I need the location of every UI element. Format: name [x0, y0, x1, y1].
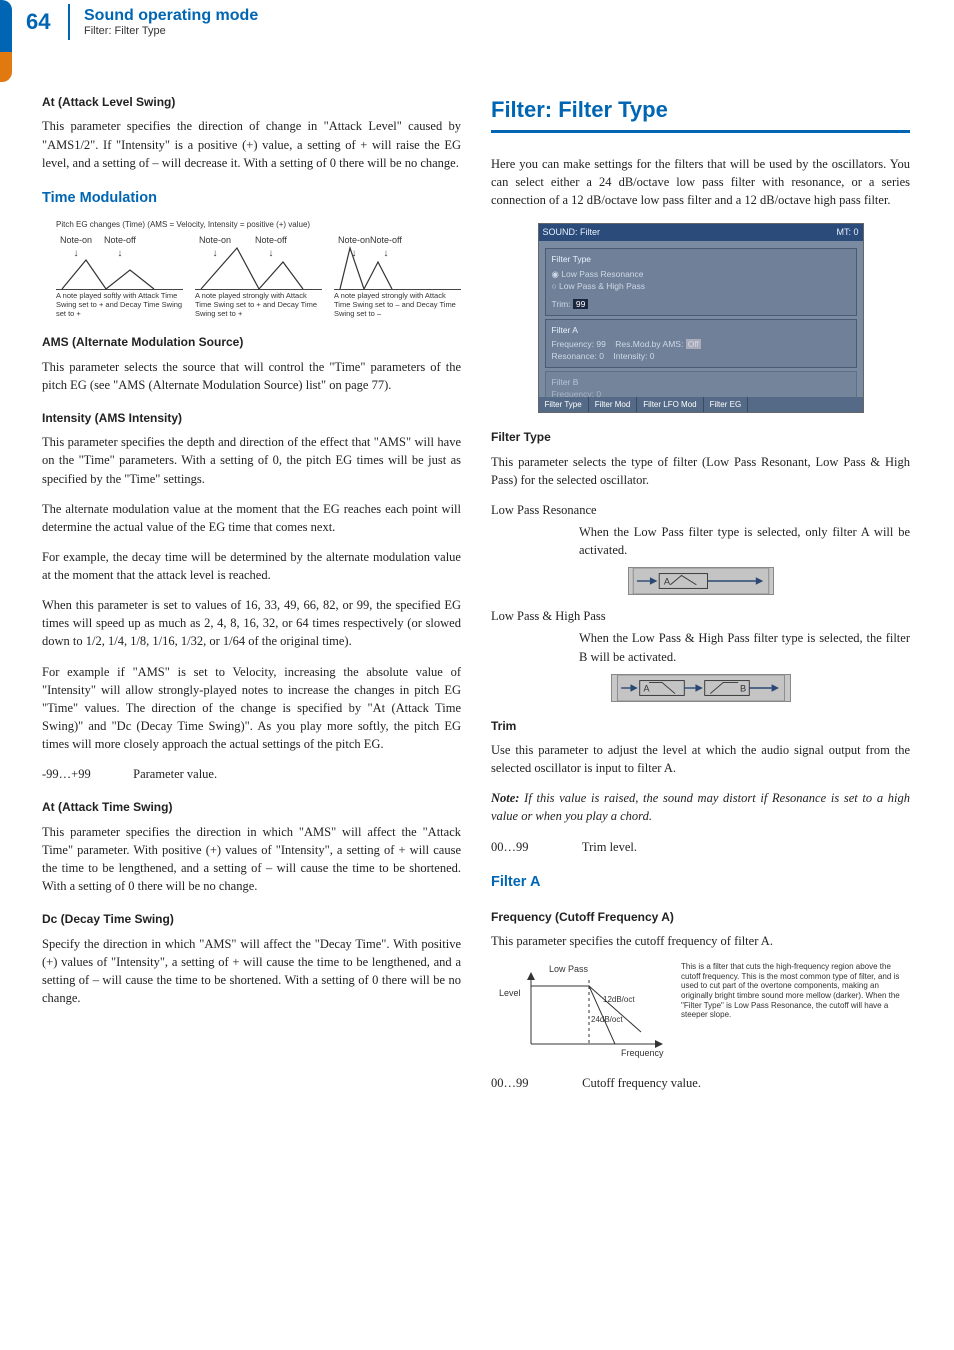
freq-range-label: Cutoff frequency value. — [582, 1076, 701, 1090]
shot-trim-label: Trim: — [552, 299, 571, 309]
section-title: Filter: Filter Type — [491, 94, 910, 126]
shot-trim-value: 99 — [573, 299, 588, 309]
trim-body: Use this parameter to adjust the level a… — [491, 741, 910, 777]
at-time-body: This parameter specifies the direction i… — [42, 823, 461, 896]
intensity-range-row: -99…+99 Parameter value. — [42, 765, 461, 783]
svg-text:A: A — [663, 577, 670, 587]
shot-group-type-title: Filter Type — [552, 253, 850, 265]
shot-title-right: MT: 0 — [836, 226, 858, 239]
env-caption-1: A note played softly with Attack Time Sw… — [56, 292, 183, 318]
env-caption-2: A note played strongly with Attack Time … — [195, 292, 322, 318]
shot-group-b-title: Filter B — [552, 376, 850, 388]
lp-res-desc: When the Low Pass filter type is selecte… — [579, 523, 910, 559]
lphp-label: Low Pass & High Pass — [491, 607, 910, 625]
at-level-swing-body: This parameter specifies the direction o… — [42, 117, 461, 171]
shot-tab: Filter Mod — [589, 397, 638, 413]
shot-group-a-title: Filter A — [552, 324, 850, 336]
shot-opt1: Low Pass Resonance — [561, 269, 643, 279]
shot-tab: Filter EG — [704, 397, 749, 413]
lp-filter-icon: A — [628, 567, 774, 595]
shot-freq: Frequency: 99 — [552, 339, 606, 349]
env-cell-2: Note-on Note-off A note played strongly … — [195, 234, 322, 318]
freq-head: Frequency (Cutoff Frequency A) — [491, 909, 910, 926]
side-stripe — [0, 52, 12, 82]
shot-resmod-value: Off — [686, 339, 701, 349]
header-subtitle: Filter: Filter Type — [84, 24, 166, 40]
intensity-range: -99…+99 — [42, 765, 130, 783]
shot-tab: Filter LFO Mod — [637, 397, 703, 413]
filter-type-body: This parameter selects the type of filte… — [491, 453, 910, 489]
svg-text:Frequency: Frequency — [621, 1048, 664, 1058]
svg-text:24dB/oct: 24dB/oct — [591, 1015, 623, 1024]
trim-range-label: Trim level. — [582, 840, 637, 854]
lp-lowpass-label: Low Pass — [549, 964, 589, 974]
freq-range: 00…99 — [491, 1074, 579, 1092]
sound-filter-screenshot: SOUND: Filter MT: 0 Filter Type ◉ Low Pa… — [538, 223, 864, 413]
shot-tab: Filter Type — [539, 397, 589, 413]
intensity-p4: When this parameter is set to values of … — [42, 596, 461, 650]
trim-note: Note: If this value is raised, the sound… — [491, 789, 910, 825]
env-cell-3: Note-on Note-off A note played strongly … — [334, 234, 461, 318]
intensity-p2: The alternate modulation value at the mo… — [42, 500, 461, 536]
trim-range-row: 00…99 Trim level. — [491, 838, 910, 856]
header-corner — [0, 0, 12, 52]
shot-tabs: Filter Type Filter Mod Filter LFO Mod Fi… — [539, 397, 863, 413]
intensity-head: Intensity (AMS Intensity) — [42, 410, 461, 427]
intensity-range-label: Parameter value. — [133, 767, 217, 781]
lp-res-label: Low Pass Resonance — [491, 501, 910, 519]
env-cell-1: Note-on Note-off A note played softly wi… — [56, 234, 183, 318]
svg-text:A: A — [643, 683, 650, 693]
trim-head: Trim — [491, 718, 910, 735]
svg-text:Level: Level — [499, 988, 521, 998]
at-time-head: At (Attack Time Swing) — [42, 799, 461, 816]
env-caption-3: A note played strongly with Attack Time … — [334, 292, 461, 318]
at-level-swing-head: At (Attack Level Swing) — [42, 94, 461, 111]
trim-range: 00…99 — [491, 838, 579, 856]
diagram-caption: Pitch EG changes (Time) (AMS = Velocity,… — [56, 219, 461, 231]
lphp-filter-icon: A B — [611, 674, 791, 702]
lowpass-explain: This is a filter that cuts the high-freq… — [681, 962, 910, 1020]
filter-type-head: Filter Type — [491, 429, 910, 446]
shot-title-left: SOUND: Filter — [543, 226, 601, 239]
page-number: 64 — [26, 6, 50, 38]
left-column: At (Attack Level Swing) This parameter s… — [42, 94, 461, 1104]
lowpass-diagram: Low Pass Level Frequency 12dB/oct 24dB/o… — [491, 962, 910, 1060]
dc-head: Dc (Decay Time Swing) — [42, 911, 461, 928]
ams-body: This parameter selects the source that w… — [42, 358, 461, 394]
shot-resonance: Resonance: 0 — [552, 351, 604, 361]
intensity-p5: For example if "AMS" is set to Velocity,… — [42, 663, 461, 754]
shot-intensity: Intensity: 0 — [613, 351, 654, 361]
shot-resmod-label: Res.Mod.by AMS: — [615, 339, 683, 349]
lphp-desc: When the Low Pass & High Pass filter typ… — [579, 629, 910, 665]
intensity-p1: This parameter specifies the depth and d… — [42, 433, 461, 487]
section-underline — [491, 130, 910, 133]
freq-body: This parameter specifies the cutoff freq… — [491, 932, 910, 950]
lowpass-graph: Low Pass Level Frequency 12dB/oct 24dB/o… — [491, 962, 671, 1060]
time-modulation-head: Time Modulation — [42, 188, 461, 209]
intensity-p3: For example, the decay time will be dete… — [42, 548, 461, 584]
envelope-diagram: Note-on Note-off A note played softly wi… — [56, 234, 461, 318]
intro: Here you can make settings for the filte… — [491, 155, 910, 209]
columns: At (Attack Level Swing) This parameter s… — [0, 52, 954, 1104]
ams-head: AMS (Alternate Modulation Source) — [42, 334, 461, 351]
freq-range-row: 00…99 Cutoff frequency value. — [491, 1074, 910, 1092]
dc-body: Specify the direction in which "AMS" wil… — [42, 935, 461, 1008]
shot-opt2: Low Pass & High Pass — [559, 281, 645, 291]
filter-a-head: Filter A — [491, 872, 910, 893]
svg-text:B: B — [740, 683, 746, 693]
right-column: Filter: Filter Type Here you can make se… — [491, 94, 910, 1104]
page-header: 64 Sound operating mode Filter: Filter T… — [0, 0, 954, 52]
header-divider — [68, 4, 70, 40]
svg-text:12dB/oct: 12dB/oct — [603, 995, 635, 1004]
